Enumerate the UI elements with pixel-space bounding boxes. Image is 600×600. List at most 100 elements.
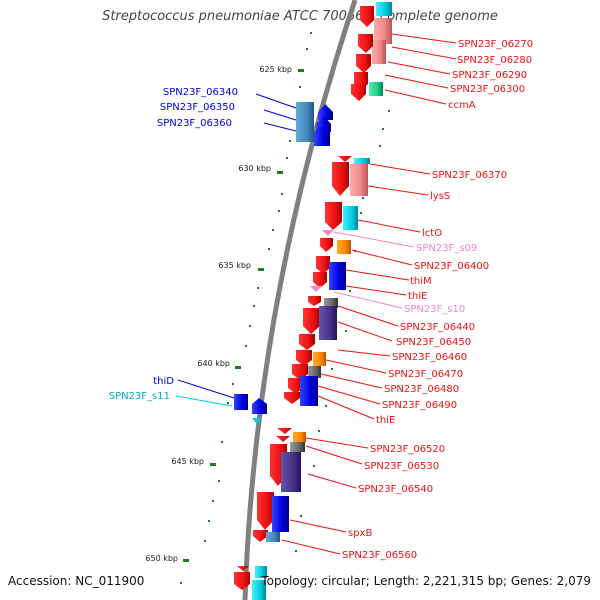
gene-arrow <box>299 334 315 350</box>
cog-block <box>234 394 248 410</box>
cog-block <box>281 452 301 492</box>
gene-label: SPN23F_06460 <box>392 352 467 363</box>
trna-block <box>337 240 351 254</box>
gene-arrow <box>360 6 374 27</box>
gene-arrow <box>325 202 342 230</box>
gene-label: SPN23F_06370 <box>432 170 507 181</box>
gene-arrow <box>288 378 303 394</box>
gene-arrow <box>277 428 292 434</box>
gene-label: lysS <box>430 191 450 202</box>
gene-label: SPN23F_06470 <box>388 369 463 380</box>
gene-arrow <box>234 572 250 590</box>
gene-label: SPN23F_06450 <box>396 337 471 348</box>
gene-label: SPN23F_06400 <box>414 261 489 272</box>
gene-arrow <box>351 84 366 101</box>
srna-mark <box>252 418 262 424</box>
cog-block <box>272 496 289 532</box>
gene-label: thiE <box>376 415 395 426</box>
gene-label: SPN23F_06540 <box>358 484 433 495</box>
cog-block <box>290 442 305 452</box>
genome-backbone <box>242 0 358 600</box>
gene-label: ccmA <box>448 100 476 111</box>
gene-label: SPN23F_06360 <box>157 118 232 129</box>
scale-tick <box>235 366 241 369</box>
srna-mark <box>322 230 334 236</box>
map-title: Streptococcus pneumoniae ATCC 700669, co… <box>102 9 498 24</box>
cog-block <box>255 566 267 578</box>
gene-label: SPN23F_06290 <box>452 70 527 81</box>
gene-arrow <box>296 350 312 366</box>
cog-block <box>350 164 368 196</box>
gene-label: SPN23F_06270 <box>458 39 533 50</box>
gene-label: SPN23F_06490 <box>382 400 457 411</box>
gene-arrow <box>316 256 330 274</box>
scale-label: 640 kbp <box>197 359 230 368</box>
gene-label: SPN23F_06560 <box>342 550 417 561</box>
cog-block <box>376 2 392 16</box>
gene-arrow <box>332 162 349 196</box>
cog-block <box>372 40 386 64</box>
gene-label: SPN23F_06280 <box>457 55 532 66</box>
cog-block <box>319 306 337 340</box>
cog-block <box>369 82 383 96</box>
gene-label: SPN23F_06530 <box>364 461 439 472</box>
scale-tick <box>258 268 264 271</box>
accession-text: Accession: NC_011900 <box>8 574 145 588</box>
gene-label: SPN23F_06440 <box>400 322 475 333</box>
cog-block <box>354 158 370 164</box>
gene-arrow <box>338 156 352 162</box>
gene-arrow <box>313 272 327 288</box>
gene-label: thiE <box>408 291 427 302</box>
gene-arrow <box>237 566 249 571</box>
gene-label: SPN23F_06300 <box>450 84 525 95</box>
gene-arrow <box>303 308 320 334</box>
scale-tick <box>277 171 283 174</box>
scale-marks: 625 kbp 630 kbp 635 kbp 640 kbp 645 kbp … <box>145 65 304 563</box>
feature-labels[interactable]: SPN23F_06270 SPN23F_06280 SPN23F_06290 S… <box>109 39 533 561</box>
gene-arrow <box>276 436 290 442</box>
gene-label: lctO <box>422 228 442 239</box>
gene-label: spxB <box>348 528 372 539</box>
gene-label: SPN23F_06520 <box>370 444 445 455</box>
gene-label: SPN23F_06480 <box>384 384 459 395</box>
gene-label: thiD <box>153 376 174 387</box>
gene-label: SPN23F_06340 <box>163 87 238 98</box>
gene-arrow <box>314 126 330 146</box>
cog-block <box>308 366 321 378</box>
gene-arrow <box>320 238 333 252</box>
gene-label: SPN23F_s09 <box>416 243 477 254</box>
cog-block <box>296 102 314 142</box>
cog-block <box>266 532 280 542</box>
gene-arrow <box>308 296 321 306</box>
scale-dots <box>180 32 390 584</box>
scale-label: 630 kbp <box>238 164 271 173</box>
scale-label: 650 kbp <box>145 554 178 563</box>
gene-label: thiM <box>410 276 432 287</box>
gene-arrow <box>358 34 373 53</box>
gene-arrow <box>252 398 267 414</box>
features[interactable] <box>234 2 392 600</box>
cog-block <box>329 262 346 290</box>
scale-tick <box>183 559 189 562</box>
gene-arrow <box>356 54 371 73</box>
cog-block <box>343 206 358 230</box>
cog-block <box>252 580 266 600</box>
gene-label: SPN23F_06350 <box>160 102 235 113</box>
scale-label: 625 kbp <box>259 65 292 74</box>
scale-label: 635 kbp <box>218 261 251 270</box>
scale-tick <box>210 463 216 466</box>
gene-arrow <box>253 530 268 542</box>
trna-block <box>313 352 326 366</box>
topology-text: Topology: circular; Length: 2,221,315 bp… <box>261 574 591 588</box>
gene-label: SPN23F_s10 <box>404 304 465 315</box>
gene-label: SPN23F_s11 <box>109 391 170 402</box>
cog-block <box>324 298 338 308</box>
gene-arrow <box>284 392 300 404</box>
trna-block <box>293 432 306 442</box>
srna-mark <box>310 286 322 292</box>
cog-block <box>374 18 392 44</box>
scale-tick <box>298 69 304 72</box>
cog-block <box>300 376 318 406</box>
scale-label: 645 kbp <box>171 457 204 466</box>
